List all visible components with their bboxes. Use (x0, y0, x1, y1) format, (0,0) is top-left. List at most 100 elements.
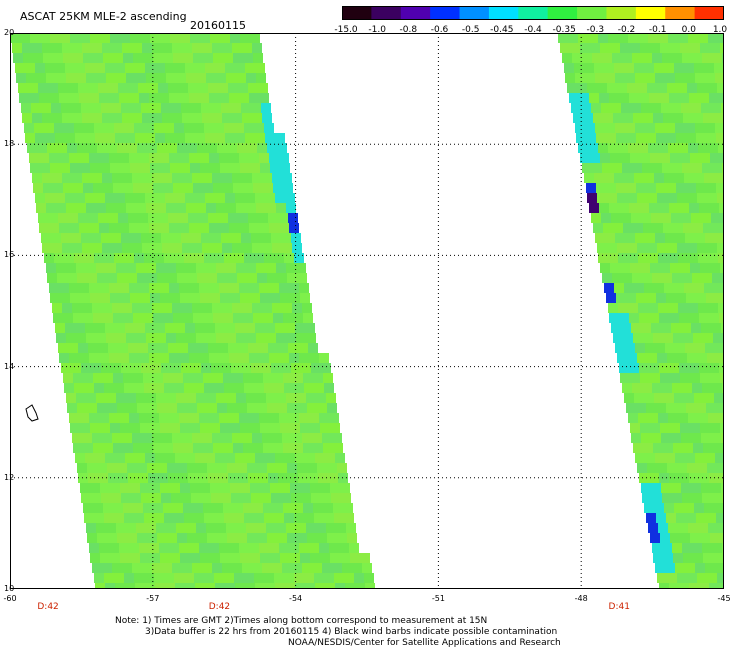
swath-cell (219, 93, 229, 103)
swath-cell (656, 293, 666, 303)
swath-cell (226, 203, 236, 213)
swath-cell (190, 423, 200, 433)
swath-cell (97, 533, 107, 543)
swath-cell (56, 333, 66, 343)
swath-cell (657, 243, 667, 253)
swath-cell (94, 383, 104, 393)
swath-cell (214, 383, 224, 393)
swath-cell (255, 323, 265, 333)
swath-cell (626, 133, 636, 143)
swath-cell (600, 153, 610, 163)
swath-cell (130, 423, 140, 433)
swath-cell (65, 323, 75, 333)
swath-cell (281, 363, 291, 373)
swath-cell (663, 113, 673, 123)
swath-cell (274, 383, 284, 393)
swath-cell (58, 83, 68, 93)
swath-cell (710, 43, 720, 53)
swath-cell (165, 583, 175, 589)
swath-cell (309, 353, 319, 363)
swath-cell (209, 93, 219, 103)
swath-cell (702, 273, 712, 283)
swath-cell (144, 253, 154, 263)
swath-cell (213, 183, 223, 193)
swath-cell (45, 63, 55, 73)
swath-cell (314, 513, 324, 523)
swath-cell (285, 323, 295, 333)
swath-cell (681, 433, 691, 443)
swath-cell (637, 83, 647, 93)
swath-cell (671, 483, 681, 493)
swath-cell (56, 73, 66, 83)
swath-cell (650, 533, 660, 543)
swath-cell (70, 423, 80, 433)
swath-cell (34, 123, 44, 133)
swath-cell (115, 193, 125, 203)
swath-cell (624, 283, 634, 293)
swath-cell (313, 373, 323, 383)
swath-cell (696, 513, 706, 523)
swath-cell (132, 433, 142, 443)
swath-cell (660, 533, 670, 543)
swath-cell (259, 543, 269, 553)
swath-cell (131, 493, 141, 503)
swath-cell (175, 133, 185, 143)
swath-cell (176, 393, 186, 403)
swath-cell (109, 283, 119, 293)
swath-cell (217, 143, 227, 153)
swath-cell (653, 223, 663, 233)
swath-cell (671, 323, 681, 333)
swath-cell (189, 223, 199, 233)
swath-cell (327, 403, 337, 413)
swath-cell (629, 203, 639, 213)
swath-cell (708, 33, 718, 43)
swath-cell (78, 213, 88, 223)
swath-cell (694, 173, 704, 183)
swath-cell (142, 563, 152, 573)
swath-cell (244, 253, 254, 263)
swath-cell (364, 573, 374, 583)
swath-cell (217, 403, 227, 413)
swath-cell (123, 373, 133, 383)
swath-cell (82, 433, 92, 443)
swath-cell (720, 373, 724, 383)
swath-cell (667, 83, 677, 93)
swath-cell (668, 413, 678, 423)
swath-cell (228, 343, 238, 353)
swath-cell (139, 93, 149, 103)
swath-cell (202, 433, 212, 443)
swath-cell (105, 453, 115, 463)
swath-cell (660, 423, 670, 433)
swath-cell (202, 173, 212, 183)
swath-cell (195, 323, 205, 333)
swath-cell (710, 373, 720, 383)
swath-cell (249, 93, 259, 103)
swath-cell (80, 33, 90, 43)
swath-cell (655, 563, 665, 573)
swath-cell (196, 73, 206, 83)
swath-cell (651, 103, 661, 113)
swath-cell (203, 183, 213, 193)
swath-cell (630, 153, 640, 163)
swath-cell (262, 243, 272, 253)
swath-cell (127, 463, 137, 473)
swath-cell (25, 133, 35, 143)
swath-cell (674, 503, 684, 513)
swath-cell (665, 233, 675, 243)
swath-cell (75, 453, 85, 463)
swath-cell (648, 143, 658, 153)
swath-cell (172, 243, 182, 253)
swath-cell (307, 463, 317, 473)
swath-cell (210, 553, 220, 563)
swath-cell (299, 353, 309, 363)
swath-cell (602, 53, 612, 63)
swath-cell (616, 293, 626, 303)
swath-cell (240, 293, 250, 303)
swath-cell (216, 263, 226, 273)
swath-cell (628, 143, 638, 153)
swath-cell (149, 283, 159, 293)
swath-cell (694, 393, 704, 403)
swath-cell (709, 313, 719, 323)
colorbar-segment (606, 6, 637, 20)
swath-cell (166, 203, 176, 213)
